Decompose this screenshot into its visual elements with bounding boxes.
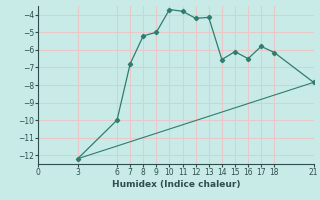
X-axis label: Humidex (Indice chaleur): Humidex (Indice chaleur)	[112, 180, 240, 189]
